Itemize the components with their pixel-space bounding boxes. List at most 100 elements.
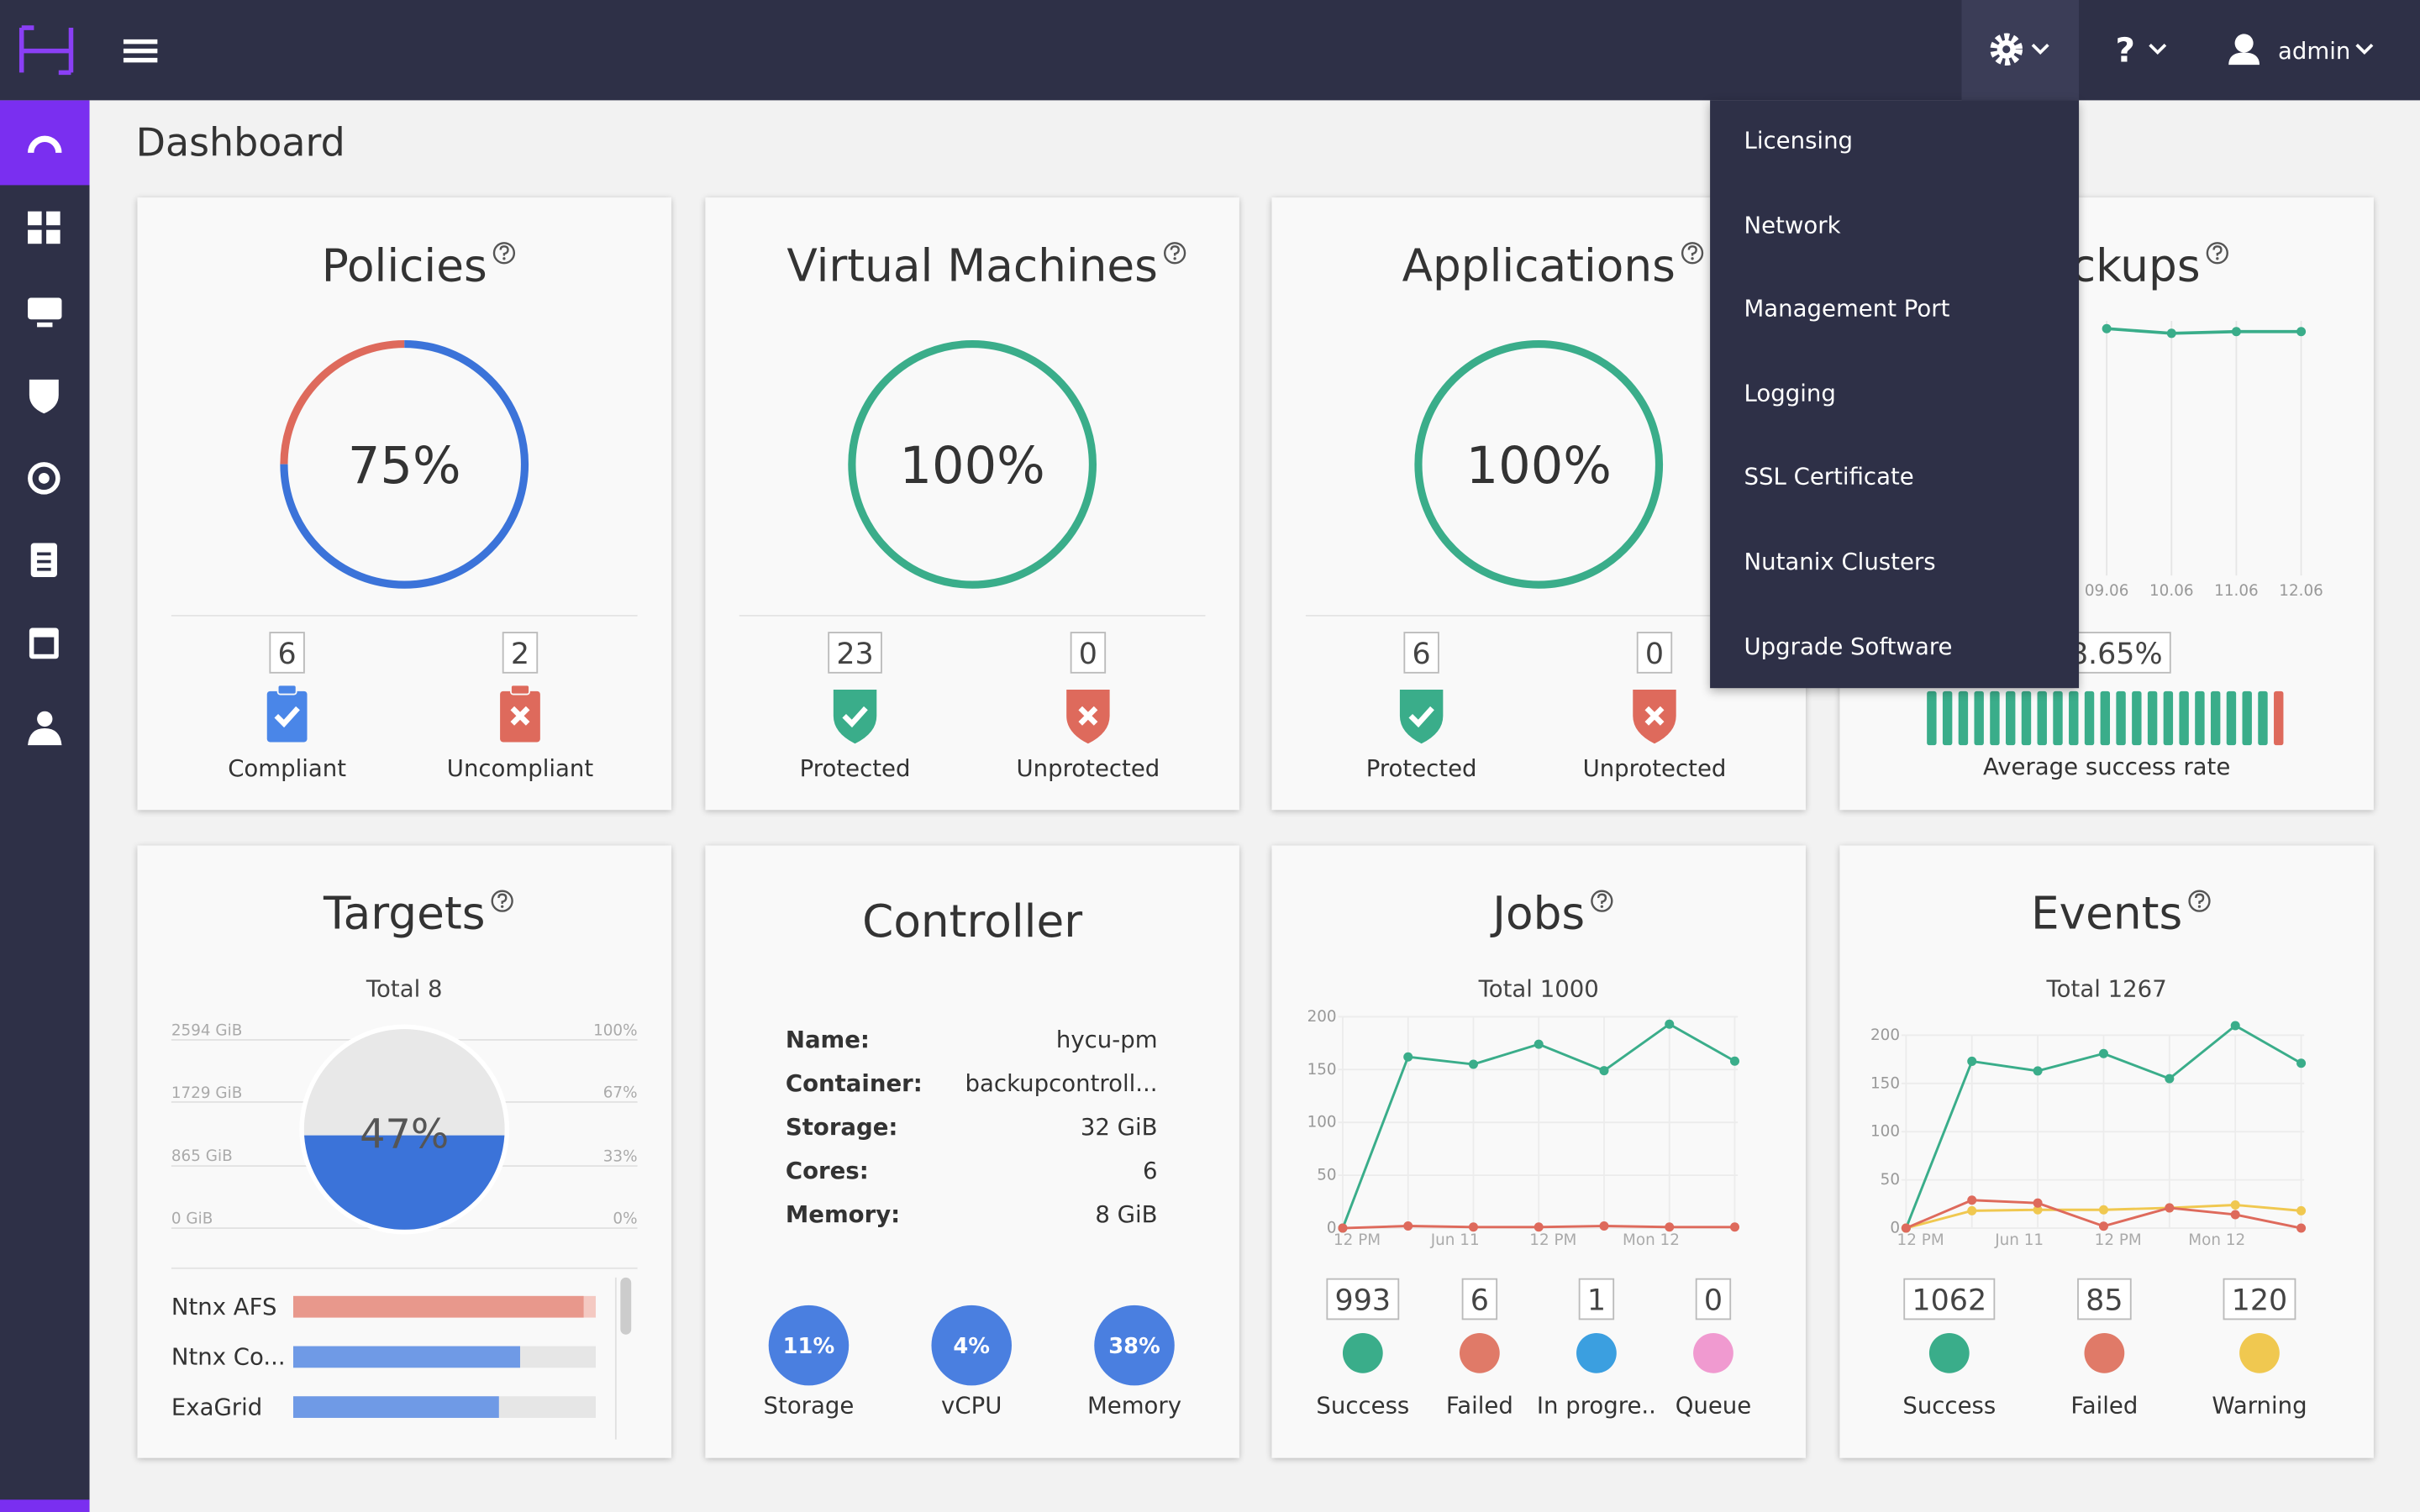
run-bar — [2100, 690, 2111, 746]
menu-item[interactable]: Logging — [1744, 379, 1836, 407]
menu-item[interactable]: Nutanix Clusters — [1744, 548, 1936, 576]
card-policies: Policies 75% 6 Compliant 2 Uncompliant — [137, 197, 671, 811]
menu-item[interactable]: Network — [1744, 210, 1841, 239]
x-tick-label: 11.06 — [2214, 582, 2259, 600]
bubble-fill — [304, 1135, 505, 1230]
ring-label: 100% — [1466, 437, 1612, 496]
shield-icon — [1066, 690, 1110, 744]
point — [1468, 1059, 1478, 1069]
legend-label[interactable]: Failed — [2070, 1392, 2138, 1419]
nav-schedule[interactable] — [29, 627, 59, 659]
field-value: backupcontroll... — [965, 1070, 1158, 1097]
point — [1599, 1066, 1609, 1076]
nav-policies[interactable] — [29, 379, 59, 414]
legend-label[interactable]: Success — [1902, 1392, 1996, 1419]
y-tick-label: 100 — [1870, 1123, 1900, 1141]
point — [2098, 1205, 2108, 1215]
hamburger[interactable] — [123, 39, 158, 63]
point — [2230, 1210, 2240, 1220]
run-bar — [1927, 690, 1937, 746]
help-icon[interactable] — [2188, 890, 2211, 912]
card-controller: Controller Name: hycu-pm Container: backupco… — [705, 845, 1239, 1458]
run-bar — [1958, 690, 1969, 746]
chevron — [2149, 43, 2167, 55]
clipboard-clip — [510, 684, 530, 696]
nav-admin[interactable] — [28, 711, 62, 746]
chevron — [2031, 43, 2049, 55]
x-tick-label: 12 PM — [1897, 1231, 1944, 1249]
count: 0 — [1079, 638, 1097, 671]
cross — [510, 706, 530, 726]
nav-machines[interactable] — [28, 297, 62, 328]
count-frame — [2223, 1278, 2296, 1320]
x-tick-label: 12.06 — [2279, 582, 2323, 600]
top-bar-icons: ? admin — [18, 0, 2374, 101]
gauge — [768, 1305, 850, 1386]
count-box: 0 — [1636, 632, 1673, 674]
nav-dashboard[interactable] — [0, 100, 90, 186]
legend-label[interactable]: Queue — [1676, 1392, 1752, 1419]
point — [2166, 328, 2176, 339]
help-icon[interactable] — [492, 242, 516, 265]
help-icon[interactable] — [1591, 890, 1613, 912]
nav-targets[interactable] — [28, 462, 60, 495]
target-name[interactable]: Ntnx AFS — [171, 1294, 277, 1320]
bar — [292, 1346, 520, 1368]
help-glyph — [499, 245, 509, 256]
menu-item[interactable]: Management Port — [1744, 295, 1950, 323]
help-circle — [491, 890, 513, 912]
logo[interactable] — [18, 25, 74, 76]
legend-label[interactable]: In progre.. — [1537, 1392, 1656, 1419]
point — [2296, 327, 2307, 337]
nav-jobs[interactable] — [30, 543, 57, 577]
stat-label: Protected — [1366, 755, 1477, 782]
bar — [292, 1295, 584, 1318]
nav-grid[interactable] — [28, 211, 60, 244]
help-glyph — [1597, 893, 1607, 904]
card-targets: Targets Total 8 100% 67% 33% 0% 2594 GiB 1729 G… — [137, 845, 671, 1458]
menu-item[interactable]: SSL Certificate — [1744, 463, 1914, 491]
point — [1729, 1222, 1740, 1232]
help-icon[interactable] — [1164, 242, 1186, 265]
help-icon[interactable] — [491, 890, 513, 912]
help-glyph — [2212, 245, 2223, 256]
left-tick-label: 2594 GiB — [171, 1021, 242, 1039]
help-icon[interactable] — [2206, 242, 2228, 265]
help-icon[interactable] — [1681, 242, 1704, 265]
legend-label[interactable]: Success — [1316, 1392, 1409, 1419]
menu-item[interactable]: Upgrade Software — [1744, 632, 1953, 660]
target-name[interactable]: ExaGrid — [171, 1394, 262, 1420]
gauge-label: 4% — [953, 1334, 990, 1359]
count-frame — [1903, 1278, 1996, 1320]
card-title: Targets — [323, 888, 485, 940]
shield-icon — [1633, 690, 1676, 744]
count: 6 — [1413, 638, 1431, 671]
y-tick-label: 200 — [1870, 1026, 1900, 1044]
run-bar — [2132, 690, 2142, 746]
point — [2033, 1198, 2043, 1208]
point — [1967, 1195, 1977, 1205]
check — [1408, 706, 1434, 728]
help-menu[interactable]: ? — [2115, 29, 2134, 70]
right-tick-label: 100% — [593, 1021, 637, 1039]
run-bar — [2179, 690, 2189, 746]
y-tick-label: 50 — [1317, 1167, 1336, 1184]
card-graphics: Policies 75% 6 Compliant 2 Uncompliant — [171, 239, 638, 782]
x-tick-label: Mon 12 — [1623, 1231, 1680, 1249]
user-name[interactable]: admin — [2278, 38, 2350, 65]
legend-label[interactable]: Warning — [2212, 1392, 2307, 1419]
stat-label: Protected — [800, 755, 911, 782]
chevron — [2355, 43, 2374, 55]
point — [1967, 1056, 1977, 1066]
run-bar — [2195, 690, 2205, 746]
count-box: 85 — [2077, 1278, 2132, 1320]
target-name[interactable]: Ntnx Co... — [171, 1344, 286, 1371]
field-label: Cores: — [786, 1158, 869, 1184]
legend-dot — [1693, 1332, 1733, 1373]
total: Total 8 — [366, 976, 443, 1003]
legend-label[interactable]: Failed — [1446, 1392, 1513, 1419]
menu-item[interactable]: Licensing — [1744, 126, 1854, 155]
scroll-thumb[interactable] — [620, 1277, 632, 1335]
